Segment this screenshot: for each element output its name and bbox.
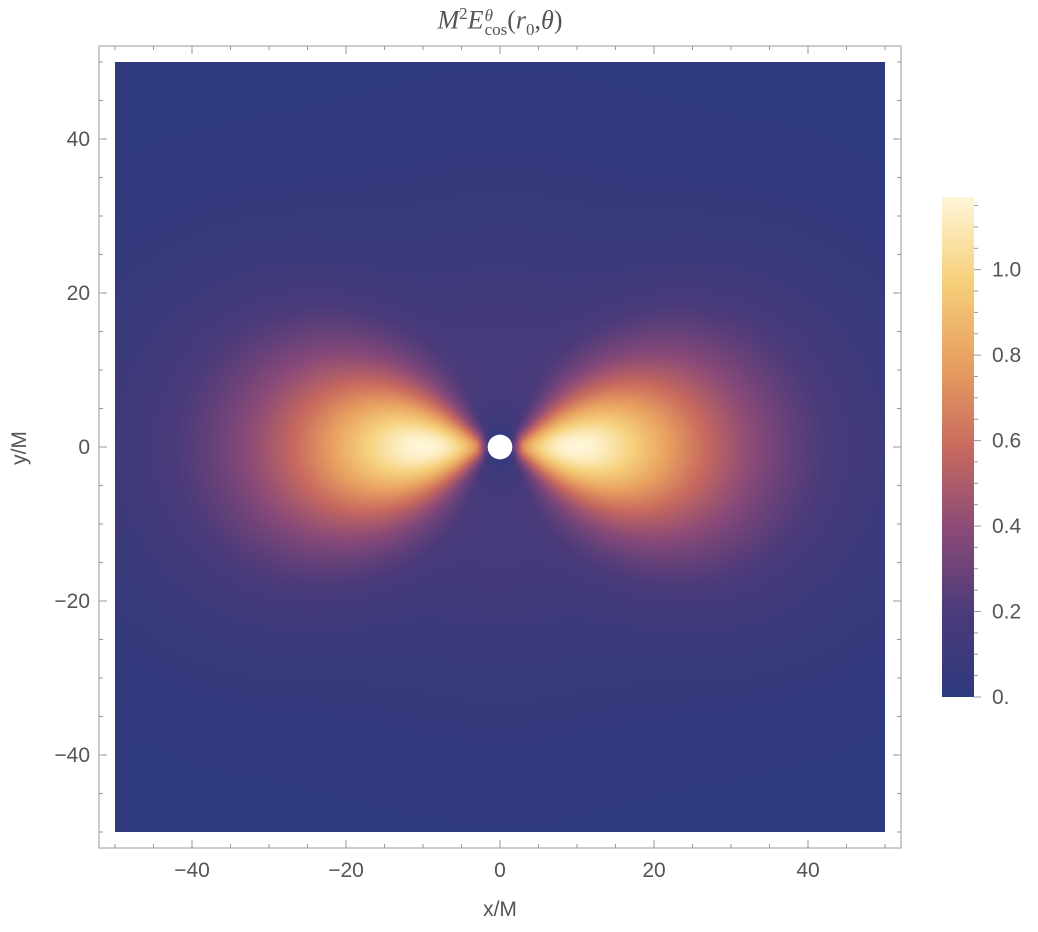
x-tick-label: 40 xyxy=(796,859,819,882)
x-tick-labels: −40 −20 0 20 40 xyxy=(174,859,819,882)
y-axis-label: y/M xyxy=(8,431,31,465)
colorbar-tick-label: 0.4 xyxy=(992,515,1022,538)
colorbar-tick-labels: 0. 0.2 0.4 0.6 0.8 1.0 xyxy=(992,259,1022,709)
x-tick-label: −40 xyxy=(174,859,210,882)
colorbar-tick-label: 0.6 xyxy=(992,430,1021,453)
y-tick-label: −20 xyxy=(54,590,90,613)
colorbar-tick-label: 1.0 xyxy=(992,259,1021,282)
chart-title: M2E θ cos (r0,θ) xyxy=(437,4,563,39)
y-tick-labels: −40 −20 0 20 40 xyxy=(54,128,90,767)
colorbar-tick-label: 0. xyxy=(992,686,1010,709)
colorbar xyxy=(942,197,974,697)
x-tick-label: −20 xyxy=(328,859,364,882)
colorbar-tick-label: 0.8 xyxy=(992,344,1021,367)
central-disk xyxy=(487,434,513,460)
y-tick-label: 0 xyxy=(78,436,90,459)
axis-ticks xyxy=(99,46,901,848)
x-axis-label: x/M xyxy=(483,898,517,921)
colorbar-ticks xyxy=(974,205,981,698)
colorbar-tick-label: 0.2 xyxy=(992,601,1021,624)
y-tick-label: 20 xyxy=(67,282,90,305)
x-tick-label: 20 xyxy=(642,859,665,882)
x-tick-label: 0 xyxy=(494,859,506,882)
y-tick-label: 40 xyxy=(67,128,90,151)
y-tick-label: −40 xyxy=(54,744,90,767)
